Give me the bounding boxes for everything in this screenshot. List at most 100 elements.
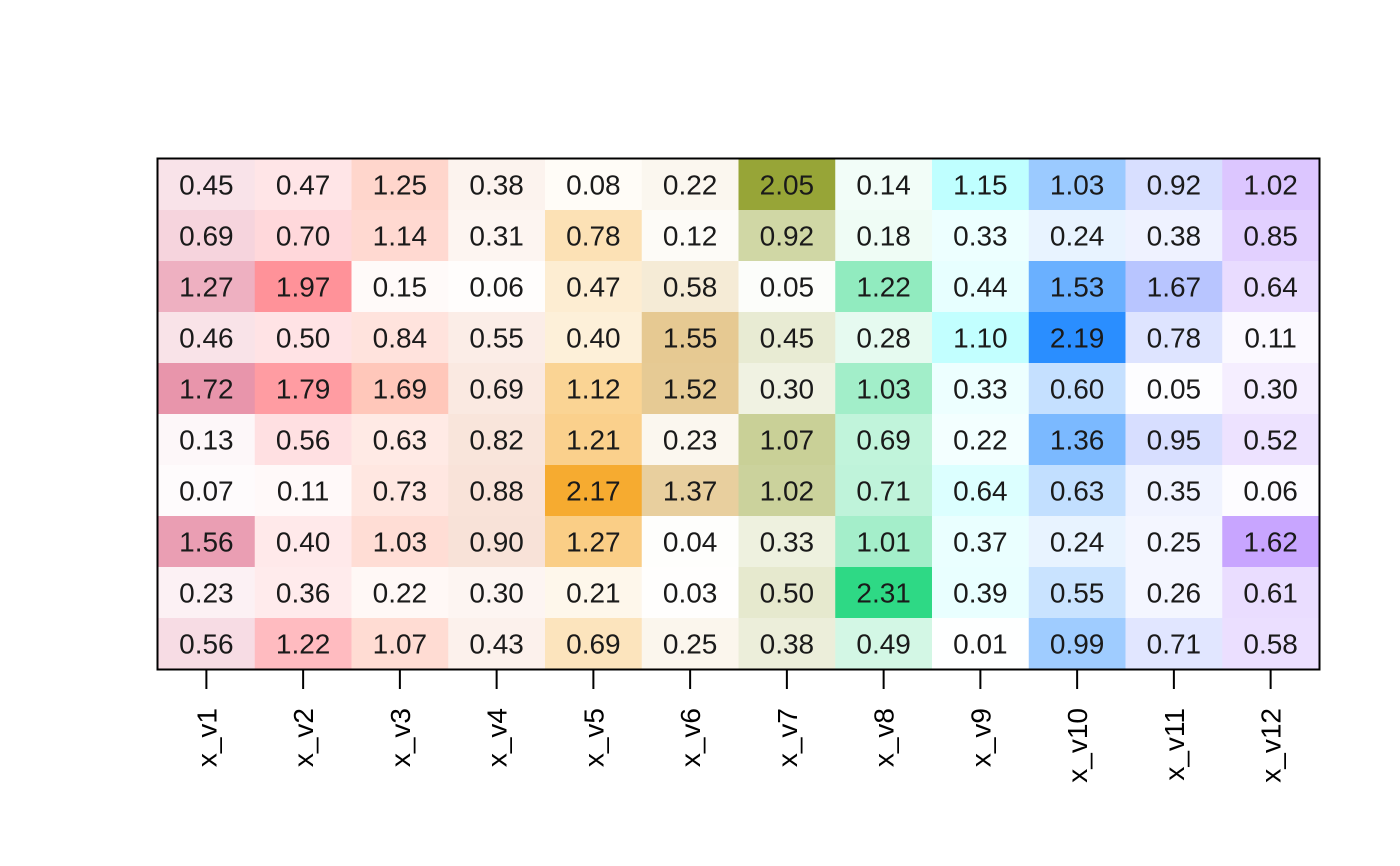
cell-value-label: 1.21: [566, 425, 621, 456]
cell-value-label: 1.69: [373, 374, 428, 405]
heatmap-cell: [835, 516, 933, 568]
heatmap-cell: [158, 210, 256, 262]
heatmap-cells: [158, 159, 1320, 670]
cell-value-label: 0.58: [663, 272, 718, 303]
heatmap-cell: [641, 414, 740, 466]
cell-value-label: 0.50: [760, 578, 815, 609]
x-tick-label: x_v9: [965, 708, 996, 767]
heatmap-cell: [1125, 516, 1223, 568]
heatmap-cell: [545, 261, 643, 313]
cell-value-label: 0.69: [566, 629, 621, 660]
heatmap-cell: [448, 312, 546, 364]
cell-value-label: 0.03: [663, 578, 718, 609]
cell-value-label: 1.55: [663, 323, 718, 354]
cell-value-label: 0.06: [1243, 476, 1298, 507]
heatmap-cell: [351, 465, 449, 517]
cell-value-label: 0.78: [566, 221, 621, 252]
heatmap-cell: [545, 312, 643, 364]
cell-value-label: 0.38: [469, 170, 524, 201]
cell-value-label: 0.45: [760, 323, 815, 354]
cell-value-label: 0.47: [276, 170, 331, 201]
cell-value-label: 0.38: [760, 629, 815, 660]
heatmap-cell: [835, 159, 933, 211]
cell-value-label: 1.14: [373, 221, 428, 252]
heatmap-cell: [158, 567, 256, 619]
heatmap-cell: [351, 159, 449, 211]
cell-value-label: 0.38: [1147, 221, 1202, 252]
cell-value-label: 2.05: [760, 170, 815, 201]
heatmap-cell: [448, 516, 546, 568]
cell-value-label: 0.45: [179, 170, 234, 201]
heatmap-cell: [641, 618, 740, 670]
cell-value-label: 1.67: [1147, 272, 1202, 303]
cell-value-label: 0.61: [1243, 578, 1298, 609]
heatmap-cell: [351, 210, 449, 262]
cell-value-label: 1.03: [373, 527, 428, 558]
heatmap-cell: [738, 363, 836, 415]
cell-value-label: 0.25: [663, 629, 718, 660]
cell-value-label: 0.90: [469, 527, 524, 558]
heatmap-cell: [932, 567, 1030, 619]
heatmap-cell: [1125, 261, 1223, 313]
heatmap-cell: [932, 261, 1030, 313]
cell-value-label: 0.69: [179, 221, 234, 252]
cell-value-label: 0.71: [1147, 629, 1202, 660]
x-tick-label: x_v6: [675, 708, 706, 767]
cell-value-label: 0.30: [1243, 374, 1298, 405]
cell-value-label: 0.63: [1050, 476, 1105, 507]
heatmap-cell: [545, 618, 643, 670]
heatmap-cell: [254, 567, 353, 619]
cell-value-label: 1.72: [179, 374, 234, 405]
cell-value-label: 0.35: [1147, 476, 1202, 507]
cell-value-label: 0.28: [856, 323, 911, 354]
heatmap-cell: [158, 414, 256, 466]
heatmap-cell: [1125, 618, 1223, 670]
cell-value-label: 1.07: [373, 629, 428, 660]
cell-value-label: 1.03: [1050, 170, 1105, 201]
cell-value-label: 0.69: [469, 374, 524, 405]
cell-value-label: 1.15: [953, 170, 1008, 201]
heatmap-cell: [641, 567, 740, 619]
cell-value-label: 0.12: [663, 221, 718, 252]
heatmap-cell: [641, 210, 740, 262]
heatmap-cell: [835, 414, 933, 466]
cell-value-label: 0.58: [1243, 629, 1298, 660]
cell-value-label: 1.36: [1050, 425, 1105, 456]
cell-value-label: 0.14: [856, 170, 911, 201]
cell-value-label: 0.22: [953, 425, 1008, 456]
heatmap-cell: [448, 618, 546, 670]
cell-value-label: 0.64: [953, 476, 1008, 507]
heatmap-cell: [1222, 159, 1320, 211]
heatmap-cell: [1028, 618, 1127, 670]
heatmap-cell: [932, 618, 1030, 670]
heatmap-cell: [351, 516, 449, 568]
heatmap-cell: [932, 516, 1030, 568]
cell-value-label: 0.11: [277, 476, 329, 507]
heatmap-cell: [932, 465, 1030, 517]
cell-value-label: 0.60: [1050, 374, 1105, 405]
x-tick-label: x_v3: [385, 708, 416, 767]
cell-value-label: 0.44: [953, 272, 1008, 303]
heatmap-cell: [1028, 414, 1127, 466]
heatmap-cell: [158, 618, 256, 670]
cell-value-label: 0.56: [276, 425, 331, 456]
heatmap-cell: [545, 159, 643, 211]
heatmap-cell: [641, 465, 740, 517]
heatmap-cell: [1222, 363, 1320, 415]
cell-value-label: 1.62: [1243, 527, 1298, 558]
heatmap-cell: [738, 312, 836, 364]
cell-value-label: 0.78: [1147, 323, 1202, 354]
heatmap-cell: [254, 618, 353, 670]
heatmap-cell: [835, 261, 933, 313]
cell-value-label: 0.64: [1243, 272, 1298, 303]
cell-value-label: 0.07: [179, 476, 234, 507]
heatmap-cell: [1028, 516, 1127, 568]
heatmap-cell: [641, 363, 740, 415]
cell-value-label: 0.31: [469, 221, 524, 252]
cell-value-label: 1.02: [1243, 170, 1298, 201]
cell-value-label: 0.24: [1050, 221, 1105, 252]
cell-value-label: 2.19: [1050, 323, 1105, 354]
heatmap-cell: [351, 618, 449, 670]
heatmap-cell: [738, 516, 836, 568]
heatmap-cell: [351, 261, 449, 313]
